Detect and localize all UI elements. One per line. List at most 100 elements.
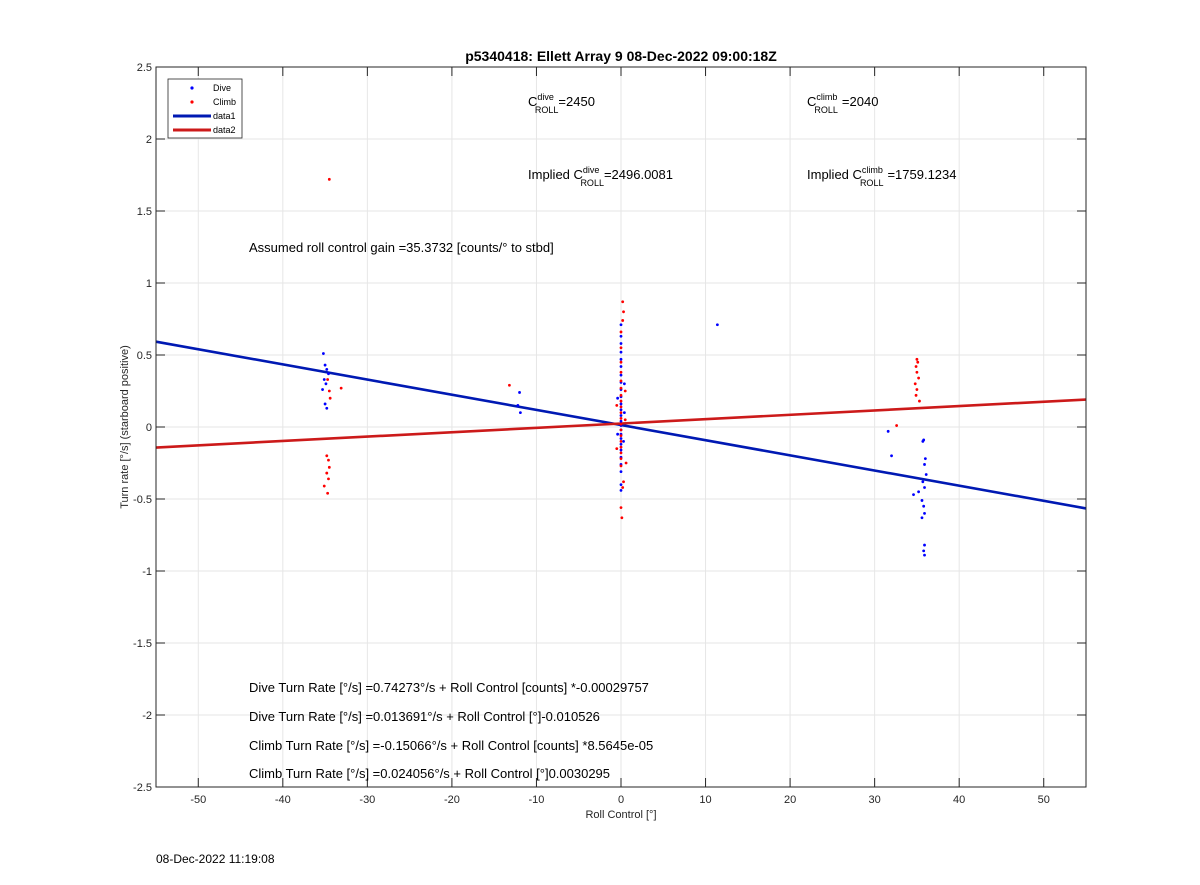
climb-point — [914, 393, 918, 397]
y-tick-label: -1.5 — [133, 638, 152, 650]
dive-point — [922, 504, 926, 508]
c-roll-dive-annotation: Cdive ROLL=2450 — [528, 92, 595, 115]
x-tick-label: -40 — [275, 794, 291, 806]
climb-point — [914, 365, 918, 368]
climb-point — [619, 506, 623, 510]
climb-point — [327, 477, 330, 481]
dive-point — [619, 414, 623, 417]
dive-point — [322, 352, 325, 355]
y-axis-label: Turn rate [°/s] (starboard positive) — [119, 345, 131, 509]
dive-point — [619, 483, 623, 486]
climb-point — [327, 465, 331, 469]
climb-point — [619, 393, 623, 397]
legend-entry-data1: data1 — [173, 111, 236, 121]
dive-point — [619, 323, 623, 327]
climb-point — [624, 461, 628, 465]
data-layer — [155, 177, 1087, 557]
x-tick-label: 30 — [869, 794, 881, 806]
climb-point — [895, 424, 899, 427]
dive-point — [619, 373, 623, 377]
climb-equation-counts: Climb Turn Rate [°/s] =-0.15066°/s + Rol… — [249, 738, 653, 753]
dive-point — [619, 365, 623, 368]
dive-point — [923, 486, 926, 489]
y-tick-label: 0.5 — [137, 350, 152, 362]
dive-point — [324, 382, 328, 386]
climb-point — [619, 346, 623, 350]
legend: Dive Climb data1 data2 — [167, 78, 243, 139]
climb-point — [917, 376, 920, 380]
dive-point — [890, 454, 893, 458]
dive-point — [715, 323, 719, 327]
dive-point — [920, 499, 924, 502]
dive-point — [322, 378, 326, 381]
climb-point — [327, 389, 331, 393]
dive-point — [616, 432, 620, 436]
climb-point — [619, 330, 623, 334]
y-tick-label: -2.5 — [133, 782, 152, 794]
implied-c-roll-dive-annotation: Implied Cdive ROLL=2496.0081 — [528, 165, 673, 188]
climb-point — [322, 484, 326, 488]
x-axis-label: Roll Control [°] — [585, 809, 656, 821]
axes-box — [155, 66, 1087, 788]
climb-point — [619, 434, 623, 438]
dive-point — [619, 334, 623, 338]
dive-point — [619, 488, 623, 492]
dive-point — [518, 411, 522, 414]
climb-point — [623, 418, 627, 422]
dive-point — [619, 357, 623, 361]
dive-equation-counts: Dive Turn Rate [°/s] =0.74273°/s + Roll … — [249, 680, 649, 695]
x-tick-label: 50 — [1038, 794, 1050, 806]
dive-point — [323, 402, 327, 406]
climb-point — [619, 440, 623, 443]
y-tick-label: 1.5 — [137, 206, 152, 218]
dive-equation-degrees: Dive Turn Rate [°/s] =0.013691°/s + Roll… — [249, 709, 600, 724]
dive-point — [923, 512, 926, 515]
climb-point — [339, 386, 343, 390]
c-roll-climb-annotation: Cclimb ROLL=2040 — [807, 92, 878, 115]
implied-c-roll-climb-annotation: Implied Cclimb ROLL=1759.1234 — [807, 165, 957, 188]
legend-entry-dive: Dive — [190, 83, 231, 93]
climb-point — [915, 388, 919, 391]
dive-point — [917, 490, 920, 494]
climb-point — [915, 357, 919, 361]
dive-point — [323, 363, 327, 367]
climb-point — [327, 177, 331, 181]
climb-point — [326, 491, 330, 495]
dive-point — [325, 368, 329, 371]
dive-point — [619, 442, 623, 446]
climb-point — [619, 370, 623, 374]
dive-point — [923, 457, 927, 461]
y-tick-label: 0 — [146, 422, 152, 434]
dive-point — [518, 391, 521, 394]
climb-point — [326, 378, 330, 381]
x-tick-label: 0 — [618, 794, 624, 806]
climb-point — [615, 447, 619, 450]
dive-point — [923, 463, 926, 466]
climb-point — [619, 464, 623, 468]
dive-point — [912, 493, 915, 497]
legend-entry-climb: Climb — [190, 97, 236, 107]
dive-point — [516, 404, 520, 407]
legend-marker — [190, 86, 194, 90]
climb-point — [621, 300, 625, 304]
y-tick-label: 2.5 — [137, 62, 152, 74]
dive-point — [619, 437, 623, 440]
climb-point — [621, 486, 625, 489]
legend-label: data1 — [213, 111, 236, 121]
dive-point — [619, 342, 623, 345]
climb-point — [325, 471, 329, 475]
y-tick-label: -0.5 — [133, 494, 152, 506]
figure-timestamp: 08-Dec-2022 11:19:08 — [156, 852, 275, 866]
climb-point — [619, 457, 623, 461]
dive-point — [325, 406, 329, 410]
climb-point — [619, 451, 623, 455]
climb-point — [918, 399, 921, 403]
legend-label: Dive — [213, 83, 231, 93]
x-tick-label: 40 — [953, 794, 965, 806]
dive-point — [923, 553, 926, 557]
climb-point — [915, 370, 919, 374]
climb-point — [325, 454, 329, 458]
dive-point — [922, 549, 926, 553]
x-tick-label: 20 — [784, 794, 796, 806]
